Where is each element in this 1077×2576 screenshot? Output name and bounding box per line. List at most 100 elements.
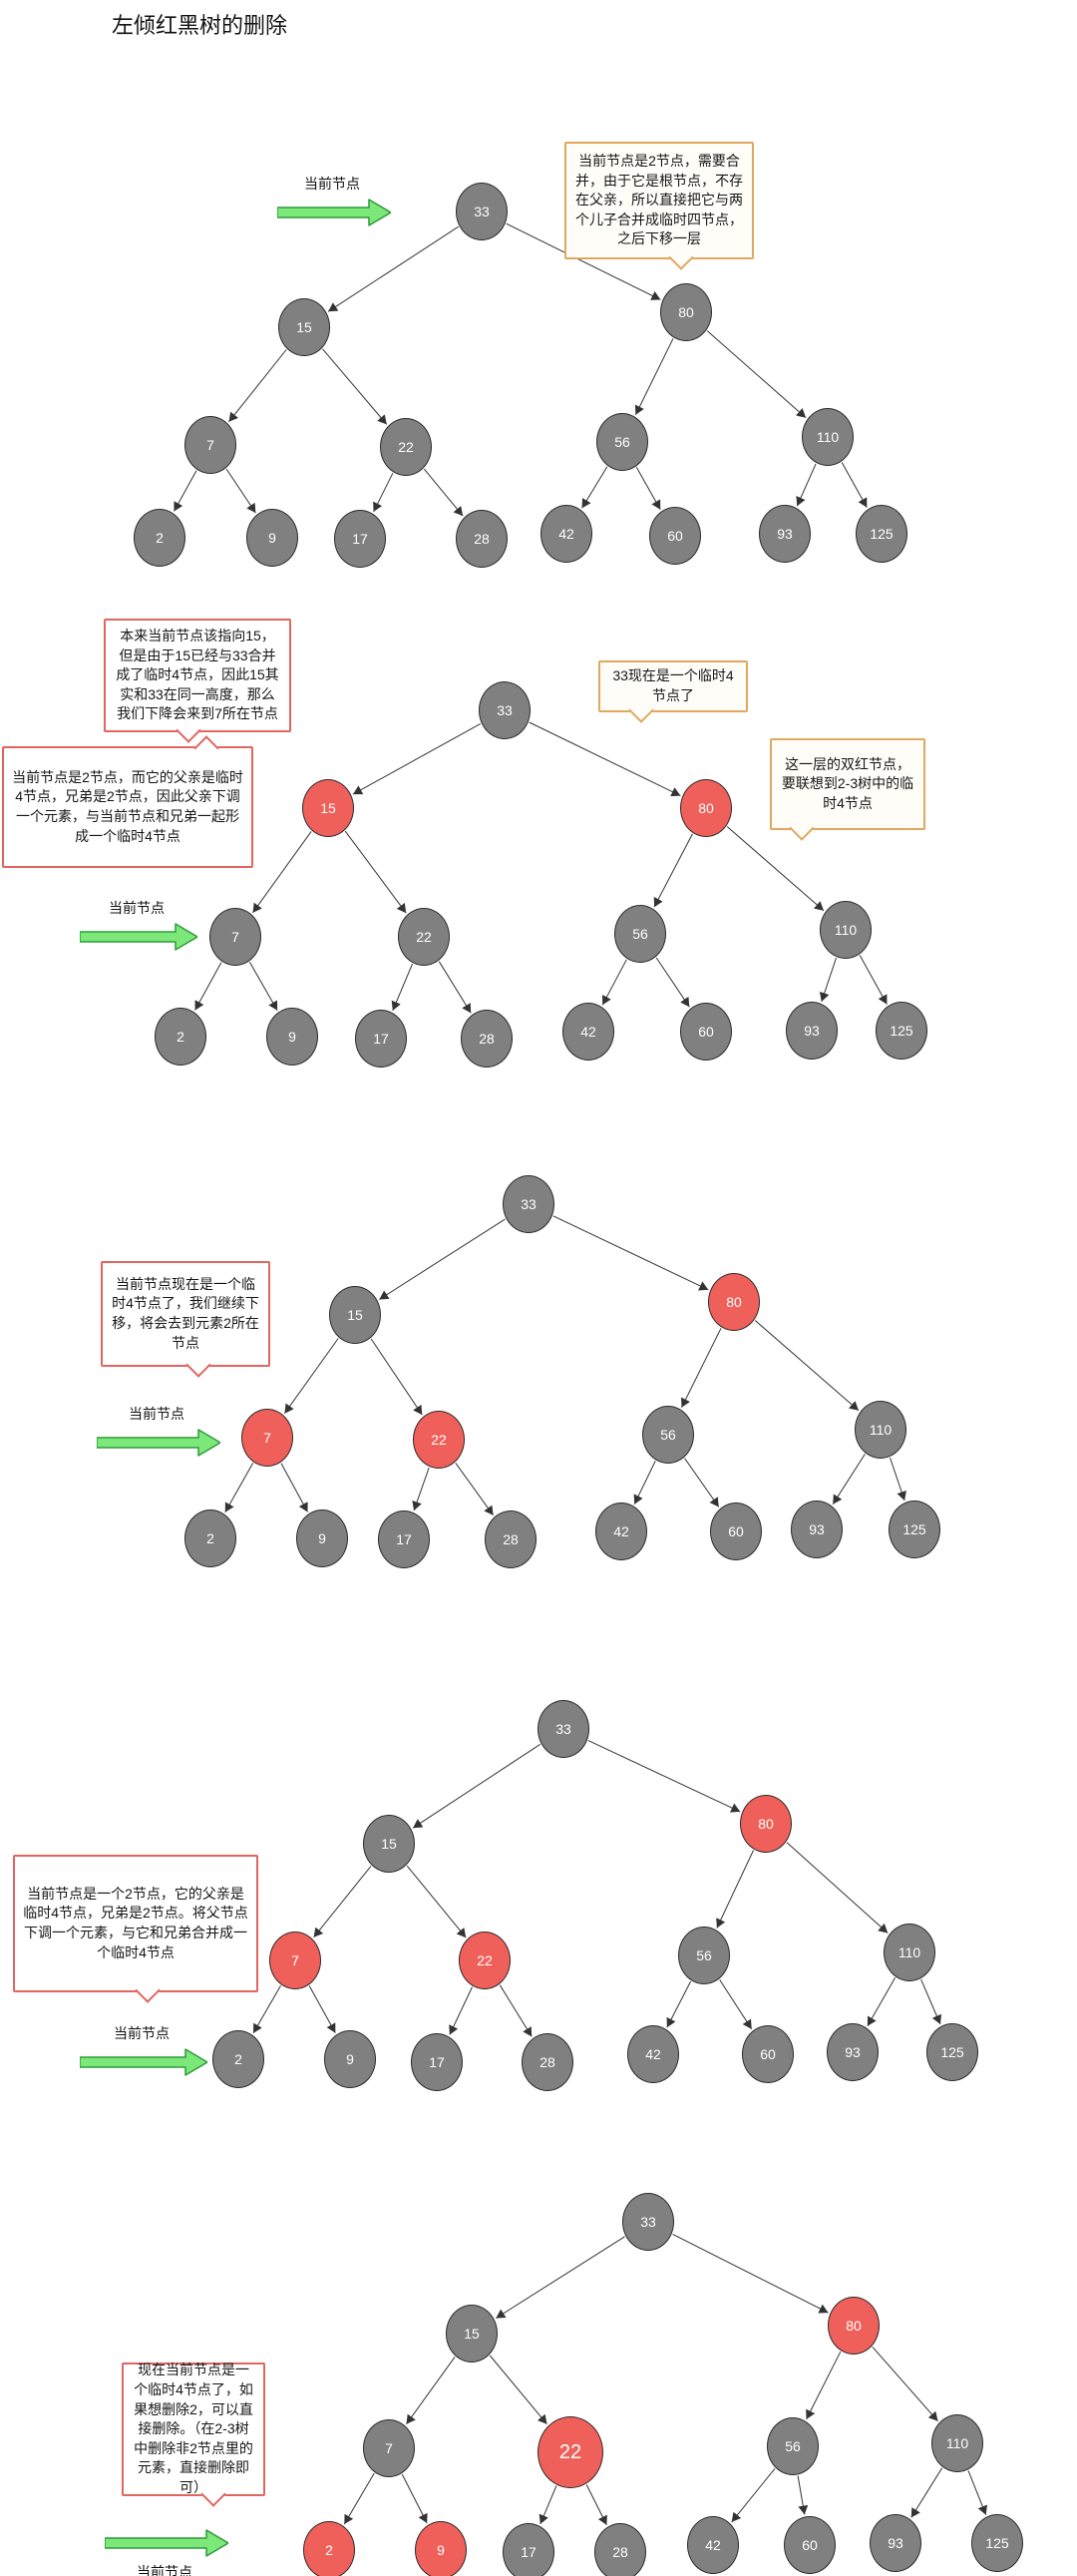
- tree-node-60: 60: [784, 2516, 836, 2574]
- edge-80-56-step1: [634, 338, 674, 416]
- current-node-pointer-label-step1: 当前节点: [304, 176, 360, 192]
- tree-node-28: 28: [456, 510, 508, 568]
- right-arrow-icon: [96, 1429, 221, 1457]
- right-arrow-icon: [276, 199, 392, 226]
- page-title: 左倾红黑树的删除: [112, 13, 288, 38]
- tree-node-110: 110: [855, 1401, 906, 1459]
- tree-node-80: 80: [660, 283, 712, 341]
- tree-node-17: 17: [411, 2033, 463, 2091]
- tree-node-110: 110: [884, 1924, 935, 1981]
- edge-7-2-step1: [174, 470, 197, 512]
- annotation-callout-step4-1: 当前节点是一个2节点，它的父亲是临时4节点，兄弟是2节点。将父节点下调一个元素，…: [13, 1855, 258, 2003]
- tree-node-2: 2: [212, 2030, 264, 2088]
- tree-node-2: 2: [155, 1008, 206, 1066]
- tree-node-7: 7: [363, 2419, 415, 2477]
- tree-node-7: 7: [184, 416, 236, 474]
- annotation-callout-step5-1: 现在当前节点是一个临时4节点了，如果想删除2，可以直接删除。（在2-3树中删除非…: [122, 2361, 265, 2507]
- tree-node-2: 2: [303, 2521, 355, 2576]
- edge-33-15-step1: [327, 225, 459, 312]
- callout-text: 33现在是一个临时4节点了: [612, 667, 734, 703]
- tree-node-22: 22: [538, 2416, 603, 2488]
- tree-node-93: 93: [786, 1002, 838, 1060]
- current-node-pointer-label-step2: 当前节点: [109, 900, 165, 916]
- tree-node-110: 110: [931, 2414, 983, 2472]
- tree-node-28: 28: [461, 1010, 513, 1068]
- edge-15-22-step3: [370, 1338, 423, 1416]
- edge-7-2-step2: [194, 962, 222, 1011]
- tree-node-15: 15: [278, 298, 330, 356]
- right-arrow-icon: [79, 2048, 208, 2076]
- tree-node-93: 93: [791, 1501, 843, 1558]
- edge-110-125-step4: [920, 1978, 942, 2025]
- callout-text: 这一层的双红节点，要联想到2-3树中的临时4节点: [781, 755, 914, 811]
- tree-node-2: 2: [134, 509, 185, 567]
- tree-node-17: 17: [378, 1510, 430, 1568]
- current-node-arrow-step4: [79, 2047, 208, 2077]
- tree-node-125: 125: [856, 505, 907, 563]
- tree-node-56: 56: [614, 905, 666, 963]
- tree-node-33: 33: [503, 1175, 554, 1233]
- current-node-arrow-step1: [276, 198, 392, 227]
- callout-text: 当前节点是2节点，需要合并，由于它是根节点，不存在父亲，所以直接把它与两个儿子合…: [575, 153, 743, 247]
- edge-56-60-step1: [635, 467, 661, 510]
- edge-110-125-step2: [859, 955, 888, 1005]
- current-node-pointer-label-step5: 当前节点: [137, 2564, 192, 2576]
- edge-22-28-step4: [499, 1984, 533, 2037]
- tree-node-33: 33: [622, 2193, 674, 2251]
- tree-node-7: 7: [269, 1932, 321, 1989]
- edge-56-60-step5: [797, 2475, 809, 2515]
- edge-7-9-step4: [308, 1985, 336, 2033]
- tree-node-125: 125: [971, 2514, 1023, 2572]
- edge-110-125-step3: [890, 1457, 906, 1502]
- tree-node-56: 56: [678, 1927, 730, 1984]
- tree-node-56: 56: [767, 2417, 819, 2475]
- tree-node-15: 15: [446, 2305, 498, 2362]
- annotation-callout-step2-4: 这一层的双红节点，要联想到2-3树中的临时4节点: [770, 738, 925, 841]
- edge-80-110-step2: [726, 826, 825, 912]
- annotation-callout-step2-3: 33现在是一个临时4节点了: [598, 660, 748, 723]
- edge-22-17-step1: [373, 472, 394, 513]
- edge-22-17-step3: [412, 1467, 430, 1511]
- edge-33-15-step5: [496, 2236, 625, 2320]
- tree-node-9: 9: [324, 2030, 376, 2088]
- tree-node-15: 15: [363, 1815, 415, 1873]
- tree-node-56: 56: [642, 1406, 694, 1464]
- tree-node-28: 28: [485, 1510, 537, 1568]
- tree-node-60: 60: [710, 1503, 762, 1560]
- annotation-callout-step2-2: 当前节点是2节点，而它的父亲是临时4节点，兄弟是2节点，因此父亲下调一个元素，与…: [2, 735, 253, 868]
- tree-node-33: 33: [456, 183, 508, 240]
- tree-node-22: 22: [398, 908, 450, 966]
- tree-node-9: 9: [246, 509, 298, 567]
- edge-56-42-step2: [601, 959, 627, 1006]
- tree-node-110: 110: [820, 901, 872, 959]
- edge-15-7-step3: [283, 1338, 339, 1414]
- edge-15-7-step4: [313, 1866, 372, 1938]
- callout-text: 现在当前节点是一个临时4节点了，如果想删除2，可以直接删除。（在2-3树中删除非…: [134, 2361, 253, 2495]
- edge-33-80-step2: [529, 721, 681, 797]
- callout-text: 当前节点现在是一个临时4节点了，我们继续下移，将会去到元素2所在节点: [112, 1275, 259, 1351]
- tree-node-80: 80: [680, 779, 732, 837]
- edge-33-15-step4: [412, 1743, 541, 1829]
- tree-node-125: 125: [876, 1002, 927, 1060]
- edge-33-80-step5: [672, 2233, 829, 2314]
- tree-node-7: 7: [241, 1409, 293, 1467]
- edge-15-7-step1: [228, 349, 287, 423]
- edge-110-93-step1: [796, 463, 817, 507]
- annotation-callout-step1-1: 当前节点是2节点，需要合并，由于它是根节点，不存在父亲，所以直接把它与两个儿子合…: [564, 142, 754, 270]
- edge-15-22-step5: [489, 2355, 547, 2425]
- tree-node-42: 42: [627, 2025, 679, 2083]
- callout-text: 本来当前节点该指向15，但是由于15已经与33合并成了临时4节点，因此15其实和…: [116, 628, 279, 722]
- tree-node-15: 15: [329, 1286, 381, 1344]
- edge-22-28-step1: [423, 468, 464, 517]
- edge-15-22-step4: [406, 1865, 467, 1938]
- annotation-callout-step3-1: 当前节点现在是一个临时4节点了，我们继续下移，将会去到元素2所在节点: [101, 1261, 270, 1378]
- tree-node-17: 17: [355, 1010, 407, 1068]
- edge-56-60-step2: [655, 957, 690, 1008]
- edge-7-9-step3: [280, 1463, 308, 1512]
- tree-node-22: 22: [459, 1932, 511, 1989]
- tree-node-80: 80: [740, 1795, 792, 1853]
- right-arrow-icon: [79, 923, 198, 951]
- current-node-pointer-label-step3: 当前节点: [129, 1406, 184, 1422]
- edge-56-42-step5: [731, 2467, 776, 2523]
